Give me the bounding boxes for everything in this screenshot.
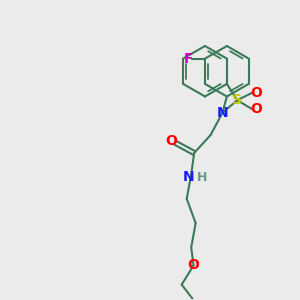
Text: S: S: [232, 93, 242, 107]
Text: O: O: [251, 102, 262, 116]
Text: N: N: [183, 170, 195, 184]
Text: O: O: [188, 258, 200, 272]
Text: N: N: [217, 106, 228, 120]
Text: H: H: [196, 171, 207, 184]
Text: O: O: [251, 86, 262, 100]
Text: F: F: [184, 52, 194, 66]
Text: O: O: [165, 134, 177, 148]
